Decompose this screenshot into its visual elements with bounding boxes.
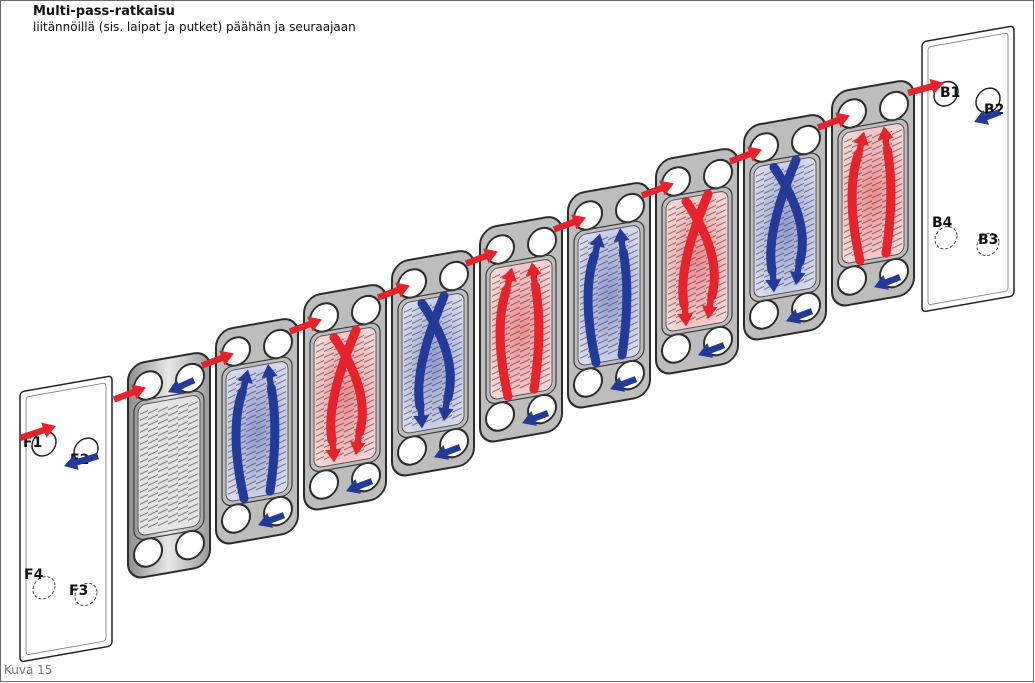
- port-arrow-cold-8: [786, 308, 814, 324]
- inlet-arrow-f1: [19, 422, 56, 441]
- plate-8: [743, 114, 827, 341]
- plate-5: [479, 216, 563, 443]
- port-arrow-hot-2: [200, 350, 234, 369]
- outlet-arrow-f2: [64, 452, 99, 470]
- plate-pack: [112, 80, 915, 579]
- transfer-arrow-1: [168, 377, 196, 394]
- port-label-f4: F4: [24, 567, 44, 583]
- port-arrow-cold-9: [874, 274, 902, 290]
- flow-arrow-right-3: [329, 332, 367, 456]
- port-arrow-hot-6: [552, 214, 586, 233]
- port-arrow-cold-6: [610, 376, 638, 392]
- flow-arrow-left-9: [847, 131, 869, 265]
- port-arrow-hot-7: [640, 180, 674, 199]
- port-arrow-hot-5: [464, 248, 498, 267]
- flow-arrow-right-7: [681, 196, 719, 320]
- outlet-arrow-b2: [974, 109, 1002, 125]
- figure-caption: Kuva 15: [4, 663, 53, 677]
- inlet-arrow-b1: [907, 78, 944, 97]
- figure-title: Multi-pass-ratkaisu: [33, 4, 175, 19]
- plate-4: [391, 250, 475, 477]
- port-label-f1: F1: [23, 435, 42, 451]
- flow-arrow-left-5: [495, 267, 517, 401]
- flow-arrow-left-8: [765, 155, 801, 293]
- flow-arrow-left-7: [677, 189, 713, 327]
- flow-arrow-right-8: [769, 162, 807, 286]
- plate-6: [567, 182, 651, 409]
- flow-arrow-left-4: [413, 291, 449, 429]
- plate-2: [215, 318, 299, 545]
- flow-arrow-right-2: [261, 364, 280, 496]
- port-label-b1: B1: [940, 85, 960, 101]
- port-arrow-hot-8: [728, 146, 762, 165]
- inlet-arrow-1: [112, 384, 146, 403]
- flow-arrow-left-2: [231, 369, 253, 503]
- port-arrow-cold-2: [258, 512, 286, 528]
- port-label-f3: F3: [69, 583, 88, 599]
- port-arrow-cold-5: [522, 410, 550, 426]
- plate-1: [127, 352, 211, 579]
- figure-subtitle: liitännöillä (sis. laipat ja putket) pää…: [33, 20, 356, 34]
- flow-arrow-right-9: [877, 126, 896, 258]
- port-arrow-cold-3: [346, 478, 374, 494]
- flow-arrow-right-5: [525, 262, 544, 394]
- port-arrow-cold-7: [698, 342, 726, 358]
- plate-9: [831, 80, 915, 307]
- port-label-b3: B3: [978, 232, 998, 248]
- port-arrow-hot-9: [816, 112, 850, 131]
- flow-arrow-left-6: [583, 233, 605, 367]
- port-arrow-cold-4: [434, 444, 462, 460]
- plate-7: [655, 148, 739, 375]
- flow-arrow-right-4: [417, 298, 455, 422]
- port-label-b4: B4: [932, 215, 953, 231]
- plate-3: [303, 284, 387, 511]
- port-arrow-hot-4: [376, 282, 410, 301]
- flow-arrow-right-6: [613, 228, 632, 360]
- flow-arrow-left-3: [325, 325, 361, 463]
- front-frame-plate: F1F2F4F3: [19, 375, 113, 663]
- port-arrow-hot-3: [288, 316, 322, 335]
